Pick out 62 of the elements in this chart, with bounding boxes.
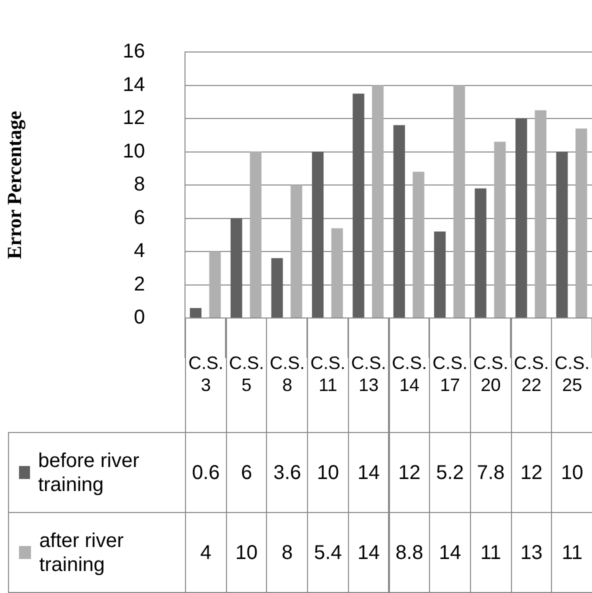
bar	[250, 152, 262, 318]
bar	[331, 228, 343, 318]
bar	[190, 308, 202, 318]
x-tick-label: C.S.20	[470, 318, 512, 432]
data-label: 12	[510, 432, 552, 513]
y-tick-label: 14	[122, 74, 145, 96]
bar	[515, 118, 528, 318]
bar	[412, 172, 424, 318]
data-label: 0.6	[185, 432, 227, 513]
y-tick-label: 8	[134, 174, 145, 196]
legend-label: before river training	[38, 448, 140, 496]
data-label: 12	[388, 432, 430, 513]
data-label: 5.4	[307, 512, 349, 593]
x-tick-label: C.S.5	[226, 318, 268, 432]
y-tick-label: 6	[134, 206, 145, 229]
bar	[209, 252, 221, 318]
y-tick-label: 2	[134, 273, 145, 296]
y-tick-label: 16	[122, 40, 145, 63]
bar	[372, 85, 384, 318]
y-tick-label: 10	[122, 140, 145, 162]
y-tick-label: 12	[122, 107, 145, 130]
bar	[576, 128, 588, 318]
bar	[271, 258, 283, 318]
data-label: 14	[429, 512, 471, 593]
bar	[312, 152, 324, 318]
data-label: 10	[551, 432, 592, 513]
bar	[534, 110, 546, 318]
legend-label: after river training	[39, 528, 125, 576]
bar	[290, 185, 302, 318]
bar	[352, 94, 364, 318]
bar	[453, 85, 466, 318]
bar	[230, 218, 242, 318]
data-label: 11	[470, 512, 512, 593]
x-tick-label: C.S.3	[185, 318, 227, 432]
data-label: 8.8	[388, 512, 430, 593]
bar	[393, 125, 405, 318]
data-label: 14	[348, 432, 390, 513]
data-label: 5.2	[429, 432, 471, 513]
bar	[474, 188, 486, 318]
x-tick-label: C.S.22	[510, 318, 552, 432]
data-label: 14	[348, 512, 390, 593]
data-label: 3.6	[266, 432, 308, 513]
x-tick-label: C.S.11	[307, 318, 349, 432]
data-label: 10	[307, 432, 349, 513]
data-label: 7.8	[470, 432, 512, 513]
data-label: 8	[266, 512, 308, 593]
y-axis-title: Error Percentage	[4, 110, 26, 260]
data-label: 11	[551, 512, 592, 593]
data-label: 6	[226, 432, 268, 513]
data-label: 10	[226, 512, 268, 593]
data-label: 4	[185, 512, 227, 593]
bar	[556, 152, 568, 318]
bar	[494, 142, 506, 318]
x-tick-label: C.S.8	[266, 318, 308, 432]
y-tick-label: 0	[134, 306, 145, 329]
bar	[434, 232, 446, 318]
y-tick-label: 4	[134, 240, 145, 262]
x-tick-label: C.S.14	[388, 318, 430, 432]
x-tick-label: C.S.25	[551, 318, 592, 432]
x-tick-label: C.S.17	[429, 318, 471, 432]
x-tick-label: C.S.13	[348, 318, 390, 432]
data-label: 13	[510, 512, 552, 593]
